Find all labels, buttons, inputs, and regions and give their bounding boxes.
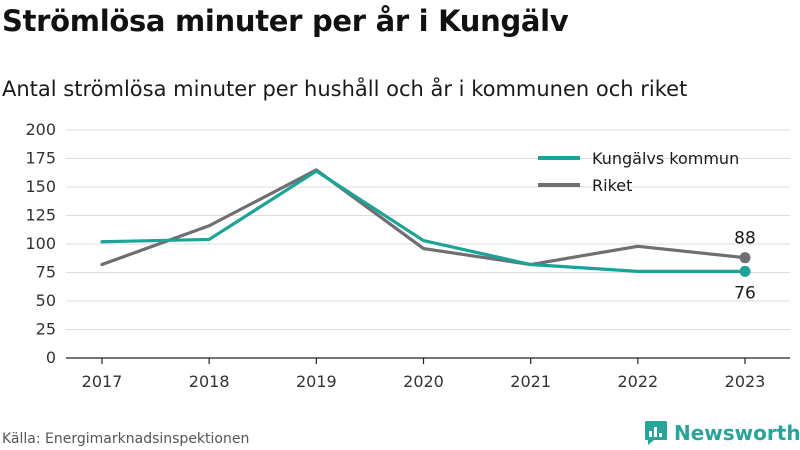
y-tick-label-125: 125 bbox=[25, 206, 56, 225]
x-tick-label-2022: 2022 bbox=[617, 372, 658, 391]
x-tick-label-2017: 2017 bbox=[82, 372, 123, 391]
y-tick-label-75: 75 bbox=[36, 263, 56, 282]
series-end-point-kung-lvs-kommun bbox=[739, 265, 751, 277]
chart-subtitle: Antal strömlösa minuter per hushåll och … bbox=[2, 77, 688, 101]
x-tick-label-2018: 2018 bbox=[189, 372, 230, 391]
legend-label-kung-lvs-kommun: Kungälvs kommun bbox=[592, 149, 739, 168]
end-label-kung-lvs-kommun: 76 bbox=[734, 283, 756, 303]
end-label-riket: 88 bbox=[734, 229, 756, 249]
x-tick-label-2020: 2020 bbox=[403, 372, 444, 391]
y-tick-label-25: 25 bbox=[36, 320, 56, 339]
chart-title: Strömlösa minuter per år i Kungälv bbox=[2, 4, 569, 38]
y-tick-label-100: 100 bbox=[25, 234, 56, 253]
y-tick-label-200: 200 bbox=[25, 120, 56, 139]
x-tick-label-2019: 2019 bbox=[296, 372, 337, 391]
x-tick-label-2023: 2023 bbox=[725, 372, 766, 391]
x-tick-label-2021: 2021 bbox=[510, 372, 551, 391]
brand-logo: Newsworthy bbox=[644, 420, 800, 446]
y-tick-label-0: 0 bbox=[46, 348, 56, 367]
y-tick-label-175: 175 bbox=[25, 149, 56, 168]
bar-chart-speech-bubble-icon bbox=[645, 421, 667, 445]
source-note: Källa: Energimarknadsinspektionen bbox=[2, 431, 250, 447]
y-tick-label-150: 150 bbox=[25, 177, 56, 196]
series-line-kung-lvs-kommun bbox=[100, 169, 747, 273]
y-tick-label-50: 50 bbox=[36, 291, 56, 310]
series-end-point-riket bbox=[739, 252, 751, 264]
series-line-riket bbox=[100, 168, 747, 267]
brand-name: Newsworthy bbox=[674, 421, 800, 445]
legend-label-riket: Riket bbox=[592, 176, 632, 195]
